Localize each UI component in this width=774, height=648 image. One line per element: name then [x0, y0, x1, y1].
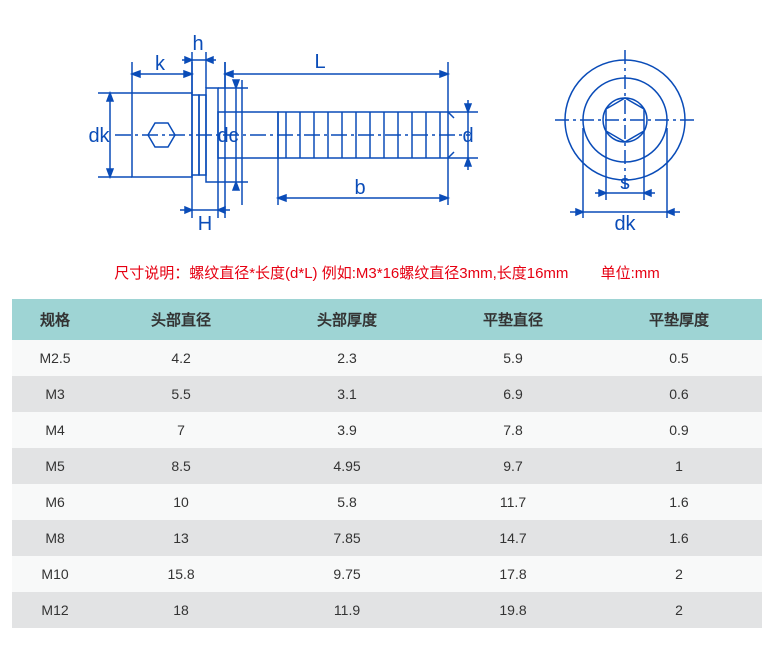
col-spec: 规格: [12, 299, 98, 340]
col-wash-thk: 平垫厚度: [596, 299, 762, 340]
technical-diagram: k h L dk dc d H b s dk: [0, 0, 774, 250]
col-wash-dia: 平垫直径: [430, 299, 596, 340]
dim-label-h: h: [192, 33, 203, 55]
cell: 1: [596, 448, 762, 484]
cell: 3.9: [264, 412, 430, 448]
cell: 7.8: [430, 412, 596, 448]
cell: 14.7: [430, 520, 596, 556]
table-row: M2.5 4.2 2.3 5.9 0.5: [12, 340, 762, 376]
table-row: M4 7 3.9 7.8 0.9: [12, 412, 762, 448]
cell: 0.6: [596, 376, 762, 412]
cell: 7: [98, 412, 264, 448]
cell: 8.5: [98, 448, 264, 484]
cell: 1.6: [596, 484, 762, 520]
cell: 0.5: [596, 340, 762, 376]
cell: M6: [12, 484, 98, 520]
col-head-dia: 头部直径: [98, 299, 264, 340]
cell: 13: [98, 520, 264, 556]
dim-label-s: s: [620, 172, 630, 194]
cell: 2: [596, 556, 762, 592]
table-row: M8 13 7.85 14.7 1.6: [12, 520, 762, 556]
cell: 11.7: [430, 484, 596, 520]
table-row: M12 18 11.9 19.8 2: [12, 592, 762, 628]
dim-label-b: b: [354, 177, 365, 199]
cell: 2.3: [264, 340, 430, 376]
cell: 9.7: [430, 448, 596, 484]
cell: M10: [12, 556, 98, 592]
table-row: M5 8.5 4.95 9.7 1: [12, 448, 762, 484]
cell: 4.2: [98, 340, 264, 376]
cell: 9.75: [264, 556, 430, 592]
cell: 10: [98, 484, 264, 520]
cell: 0.9: [596, 412, 762, 448]
caption-main: 尺寸说明：螺纹直径*长度(d*L) 例如:M3*16螺纹直径3mm,长度16mm: [114, 265, 568, 282]
cell: M3: [12, 376, 98, 412]
cell: 1.6: [596, 520, 762, 556]
cell: 19.8: [430, 592, 596, 628]
cell: 6.9: [430, 376, 596, 412]
cell: 15.8: [98, 556, 264, 592]
cell: 5.9: [430, 340, 596, 376]
dim-label-dc: dc: [217, 125, 238, 147]
dim-label-d: d: [462, 125, 473, 147]
cell: 4.95: [264, 448, 430, 484]
cell: M4: [12, 412, 98, 448]
table-header-row: 规格 头部直径 头部厚度 平垫直径 平垫厚度: [12, 299, 762, 340]
dim-label-H: H: [198, 213, 212, 235]
cell: 5.5: [98, 376, 264, 412]
dim-label-L: L: [314, 51, 325, 73]
cell: 11.9: [264, 592, 430, 628]
spec-table: 规格 头部直径 头部厚度 平垫直径 平垫厚度 M2.5 4.2 2.3 5.9 …: [12, 299, 762, 628]
table-row: M3 5.5 3.1 6.9 0.6: [12, 376, 762, 412]
dim-label-dk-right: dk: [614, 213, 636, 235]
table-row: M10 15.8 9.75 17.8 2: [12, 556, 762, 592]
dim-label-k: k: [155, 53, 166, 75]
cell: M8: [12, 520, 98, 556]
size-caption: 尺寸说明：螺纹直径*长度(d*L) 例如:M3*16螺纹直径3mm,长度16mm…: [0, 250, 774, 299]
table-row: M6 10 5.8 11.7 1.6: [12, 484, 762, 520]
cell: 5.8: [264, 484, 430, 520]
cell: 7.85: [264, 520, 430, 556]
spec-table-body: M2.5 4.2 2.3 5.9 0.5 M3 5.5 3.1 6.9 0.6 …: [12, 340, 762, 628]
col-head-thk: 头部厚度: [264, 299, 430, 340]
cell: M12: [12, 592, 98, 628]
cell: M2.5: [12, 340, 98, 376]
dim-label-dk-left: dk: [88, 125, 110, 147]
caption-unit: 单位:mm: [601, 265, 660, 282]
cell: 2: [596, 592, 762, 628]
cell: 18: [98, 592, 264, 628]
cell: 17.8: [430, 556, 596, 592]
cell: 3.1: [264, 376, 430, 412]
cell: M5: [12, 448, 98, 484]
